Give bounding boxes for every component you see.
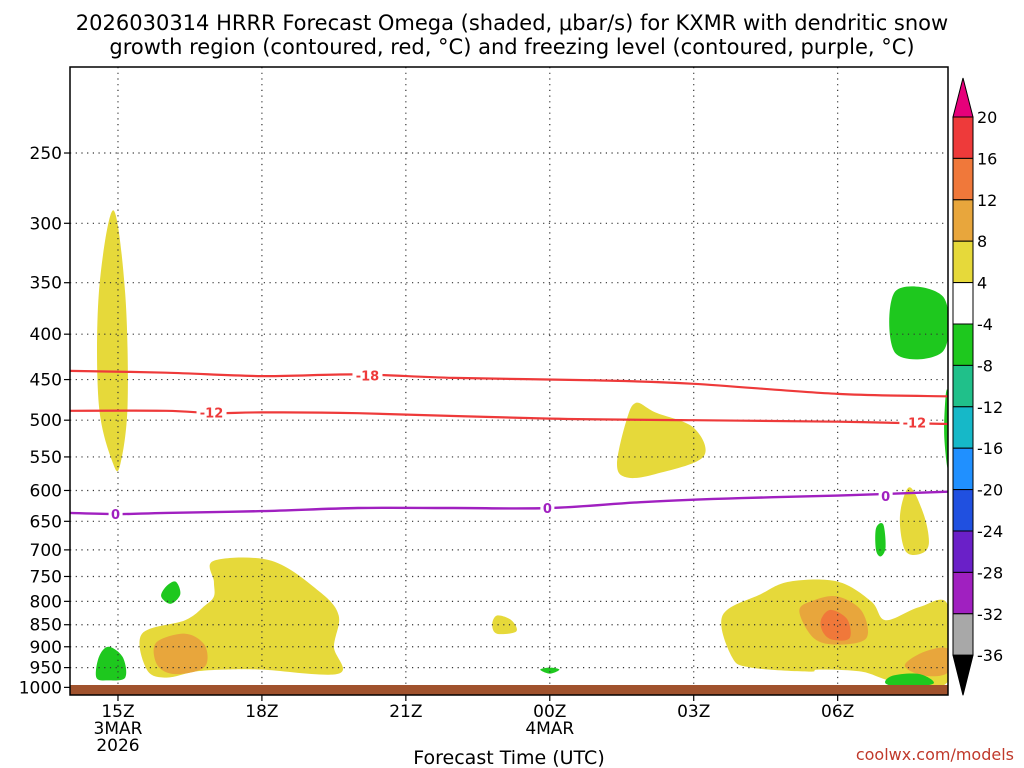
contour-label-3: 0 [111, 508, 120, 523]
contour-label-bg-2 [899, 415, 930, 430]
ground-surface [70, 685, 948, 695]
contours-layer [70, 369, 948, 516]
chart-title-line2: growth region (contoured, red, °C) and f… [109, 35, 914, 59]
colorbar-bin--20-to--16 [952, 447, 974, 491]
x-tick-label-00Z-line1: 00Z [533, 702, 566, 722]
colorbar-bin--4-to-4 [952, 282, 974, 325]
colorbar-label-20: 20 [977, 108, 997, 127]
contour-label-2: -12 [903, 416, 927, 431]
dgz-contour--12 [70, 409, 948, 426]
dgz-contour--18 [70, 369, 948, 398]
freezing-level-contour [70, 490, 948, 516]
x-tick-label-03Z-line1: 03Z [677, 702, 710, 722]
colorbar-label-4: 4 [977, 274, 987, 293]
x-tick-label-15Z-line1: 15Z [101, 702, 134, 722]
colorbar-bottom-arrow [952, 654, 974, 696]
omega-region-2 [153, 633, 208, 675]
y-tick-label-800: 800 [30, 592, 62, 612]
omega-region-4 [161, 581, 181, 604]
x-tick-label-21Z-line1: 21Z [389, 702, 422, 722]
contour-labels-layer: -18 -12 -12 0 0 0 [108, 368, 930, 523]
omega-region-7 [617, 402, 706, 479]
contour-label-bg-5 [878, 489, 893, 504]
colorbar-label--12: -12 [977, 398, 1003, 417]
omega-region-0 [97, 210, 128, 472]
y-tick-label-650: 650 [30, 512, 62, 532]
colorbar-top-arrow [952, 77, 974, 118]
colorbar-label--32: -32 [977, 605, 1003, 624]
colorbar-bin--32-to--28 [952, 571, 974, 615]
contour-label-1: -12 [200, 406, 224, 421]
x-tick-label-06Z-line1: 06Z [821, 702, 854, 722]
y-tick-label-1000: 1000 [19, 678, 62, 698]
plot-frame [69, 66, 949, 696]
y-tick-label-300: 300 [30, 214, 62, 234]
x-tick-label-15Z-line3: 2026 [96, 736, 139, 756]
y-tick-label-850: 850 [30, 616, 62, 636]
omega-region-14 [885, 673, 934, 688]
contour-label-bg-4 [540, 501, 555, 516]
omega-region-15 [889, 286, 948, 360]
colorbar-label--8: -8 [977, 356, 993, 375]
contour-label-bg-0 [352, 368, 383, 383]
y-tick-label-550: 550 [30, 448, 62, 468]
chart-title-line1: 2026030314 HRRR Forecast Omega (shaded, … [76, 11, 948, 35]
y-tick-label-400: 400 [30, 325, 62, 345]
y-axis: 2503003504004505005506006507007508008509… [19, 144, 70, 698]
contour-label-0: -18 [356, 369, 380, 384]
contour-label-bg-1 [196, 405, 227, 420]
omega-region-6 [540, 667, 560, 674]
x-tick-label-18Z-line1: 18Z [245, 702, 278, 722]
x-tick-label-15Z-line2: 3MAR [94, 719, 143, 739]
y-tick-label-700: 700 [30, 541, 62, 561]
colorbar-label--16: -16 [977, 439, 1003, 458]
y-tick-label-750: 750 [30, 567, 62, 587]
omega-region-5 [492, 615, 517, 635]
y-tick-label-350: 350 [30, 274, 62, 294]
colorbar-bin--24-to--20 [952, 489, 974, 532]
colorbar-bin--12-to--8 [952, 364, 974, 408]
colorbar-bin-12-to-16 [952, 157, 974, 201]
colorbar-label--36: -36 [977, 646, 1003, 665]
colorbar-bin-4-to-8 [952, 240, 974, 284]
colorbar-label--20: -20 [977, 481, 1003, 500]
omega-region-16 [944, 389, 948, 469]
colorbar-bin--36-to--32 [952, 613, 974, 656]
x-axis-title: Forecast Time (UTC) [413, 747, 604, 768]
colorbar-label-16: 16 [977, 149, 997, 168]
colorbar-label-8: 8 [977, 232, 987, 251]
colorbar-label-12: 12 [977, 191, 997, 210]
y-tick-label-250: 250 [30, 144, 62, 164]
colorbar-label--4: -4 [977, 315, 993, 334]
colorbar-bin--28-to--24 [952, 530, 974, 573]
colorbar-bin--16-to--12 [952, 406, 974, 449]
y-tick-label-450: 450 [30, 371, 62, 391]
y-tick-label-900: 900 [30, 638, 62, 658]
omega-region-11 [820, 609, 851, 641]
colorbar-bin-8-to-12 [952, 199, 974, 242]
x-tick-label-00Z-line2: 4MAR [525, 719, 574, 739]
y-tick-label-950: 950 [30, 659, 62, 679]
omega-region-3 [95, 646, 127, 681]
omega-region-12 [875, 522, 886, 557]
omega-regions-layer [95, 210, 948, 688]
colorbar-label--24: -24 [977, 522, 1003, 541]
colorbar-bin-16-to-20 [952, 116, 974, 159]
colorbar-bin--8-to--4 [952, 323, 974, 366]
colorbar: 20 16 12 8 4 -4 -8 -12 -16 -20 -24 -28 -32 -36 [952, 77, 1003, 696]
colorbar-label--28: -28 [977, 563, 1003, 582]
omega-region-10 [904, 647, 948, 677]
contour-label-4: 0 [543, 502, 552, 517]
contour-label-bg-3 [108, 507, 123, 522]
y-tick-label-500: 500 [30, 411, 62, 431]
watermark: coolwx.com/models [856, 745, 1014, 764]
contour-label-5: 0 [881, 490, 890, 505]
y-tick-label-600: 600 [30, 481, 62, 501]
